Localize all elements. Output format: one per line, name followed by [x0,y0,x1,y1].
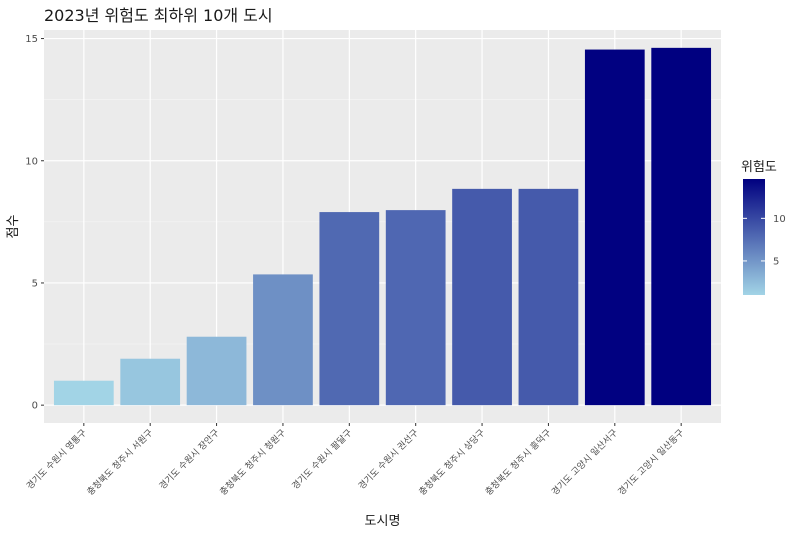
bar [518,188,579,406]
x-axis-title: 도시명 [365,514,401,529]
bar [53,380,114,406]
bar [120,358,181,406]
x-tick-label: 경기도 고양시 일산동구 [615,427,686,498]
bar [385,210,446,406]
bar [186,336,247,406]
legend-title: 위험도 [741,160,777,175]
x-tick-label: 경기도 수원시 권선구 [356,427,421,492]
x-tick-label: 경기도 수원시 영통구 [24,427,89,492]
legend-tick-label: 5 [773,256,779,267]
x-tick-label: 경기도 수원시 장안구 [156,427,221,492]
y-tick-label: 10 [25,156,38,167]
y-axis-ticks: 0 5 10 15 [25,34,44,412]
legend-colorbar [743,179,765,295]
y-tick-label: 15 [25,34,38,45]
x-tick-label: 충청북도 청주시 청원구 [218,427,288,497]
bars [53,47,712,406]
bar [651,47,712,406]
bar [253,274,313,406]
legend: 위험도 5 10 [741,160,786,295]
bar [584,49,645,406]
x-tick-label: 충청북도 청주시 서원구 [85,427,155,497]
legend-ticks: 5 10 [743,214,786,267]
x-tick-label: 충청북도 청주시 상당구 [417,427,487,497]
chart-title: 2023년 위험도 최하위 10개 도시 [44,6,273,25]
legend-tick-label: 10 [773,214,786,225]
bar [452,188,512,406]
x-tick-label: 충청북도 청주시 흥덕구 [482,427,553,498]
y-tick-label: 0 [32,401,38,412]
y-axis-title: 점수 [6,215,21,239]
y-tick-label: 5 [32,278,38,289]
bar [319,212,380,406]
x-tick-label: 경기도 수원시 팔달구 [289,427,354,492]
x-tick-label: 경기도 고양시 일산서구 [549,427,620,498]
